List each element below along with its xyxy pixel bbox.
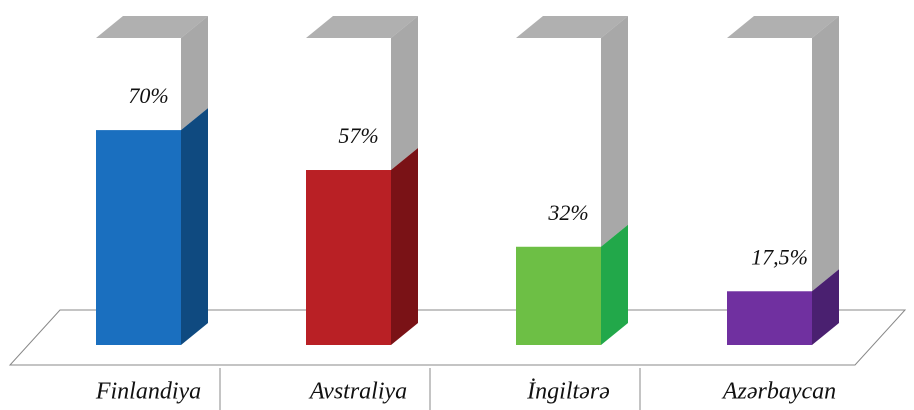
container-side: [812, 16, 839, 292]
container-top: [516, 16, 628, 38]
bar: [96, 130, 181, 345]
bar: [306, 170, 391, 345]
container-top: [727, 16, 839, 38]
value-label: 57%: [338, 123, 378, 148]
container-side: [601, 16, 628, 247]
container-top: [306, 16, 418, 38]
bar-side: [181, 108, 208, 345]
x-tick-label: Avstraliya: [308, 379, 407, 405]
bar-side: [601, 224, 628, 345]
x-tick-label: Azərbaycan: [721, 379, 836, 405]
x-tick-label: Finlandiya: [95, 379, 201, 405]
floor: [8, 309, 907, 366]
bar-side: [391, 148, 418, 345]
container-side: [181, 16, 208, 131]
bar: [516, 246, 601, 345]
container-top: [96, 16, 208, 38]
value-label: 32%: [547, 200, 588, 225]
value-label: 17,5%: [751, 244, 808, 269]
x-tick-label: İngiltərə: [526, 379, 610, 405]
value-label: 70%: [128, 83, 168, 108]
container-side: [391, 16, 418, 171]
bar-side: [812, 269, 839, 345]
bar: [727, 291, 812, 345]
